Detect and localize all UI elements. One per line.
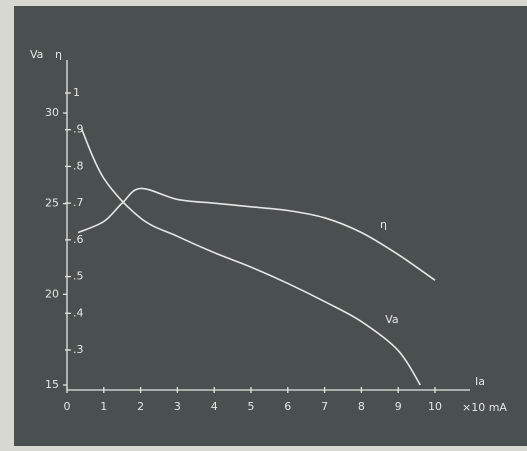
y2-tick-label: .8 [73, 159, 84, 172]
curve-label: Va [385, 313, 398, 326]
y2-axis-label: η [55, 48, 62, 61]
x-tick-label: 7 [321, 400, 328, 413]
curve-label: η [380, 218, 387, 231]
y-tick-label: 25 [45, 197, 59, 210]
x-tick-label: 9 [395, 400, 402, 413]
y2-tick-label: .7 [73, 196, 84, 209]
x-tick-label: 0 [64, 400, 71, 413]
x-tick-label: 10 [428, 400, 442, 413]
y2-tick-label: 1 [73, 86, 80, 99]
y-tick-label: 15 [45, 378, 59, 391]
y-tick-label: 20 [45, 287, 59, 300]
y2-tick-label: .6 [73, 233, 84, 246]
curve [80, 128, 421, 386]
y2-tick-label: .5 [73, 270, 84, 283]
x-tick-label: 4 [211, 400, 218, 413]
y2-tick-label: .9 [73, 123, 84, 136]
x-axis-label: Ia [475, 375, 485, 388]
x-tick-label: 6 [284, 400, 291, 413]
board [14, 6, 527, 446]
y-axis-label: Va [30, 48, 43, 61]
x-tick-label: 2 [137, 400, 144, 413]
y-tick-label: 30 [45, 106, 59, 119]
y2-tick-label: .4 [73, 306, 84, 319]
x-tick-label: 3 [174, 400, 181, 413]
curve [77, 187, 436, 281]
x-unit: ×10 mA [462, 401, 507, 414]
y2-tick-label: .3 [73, 343, 84, 356]
x-tick-label: 5 [248, 400, 255, 413]
x-tick-label: 8 [358, 400, 365, 413]
x-tick-label: 1 [100, 400, 107, 413]
